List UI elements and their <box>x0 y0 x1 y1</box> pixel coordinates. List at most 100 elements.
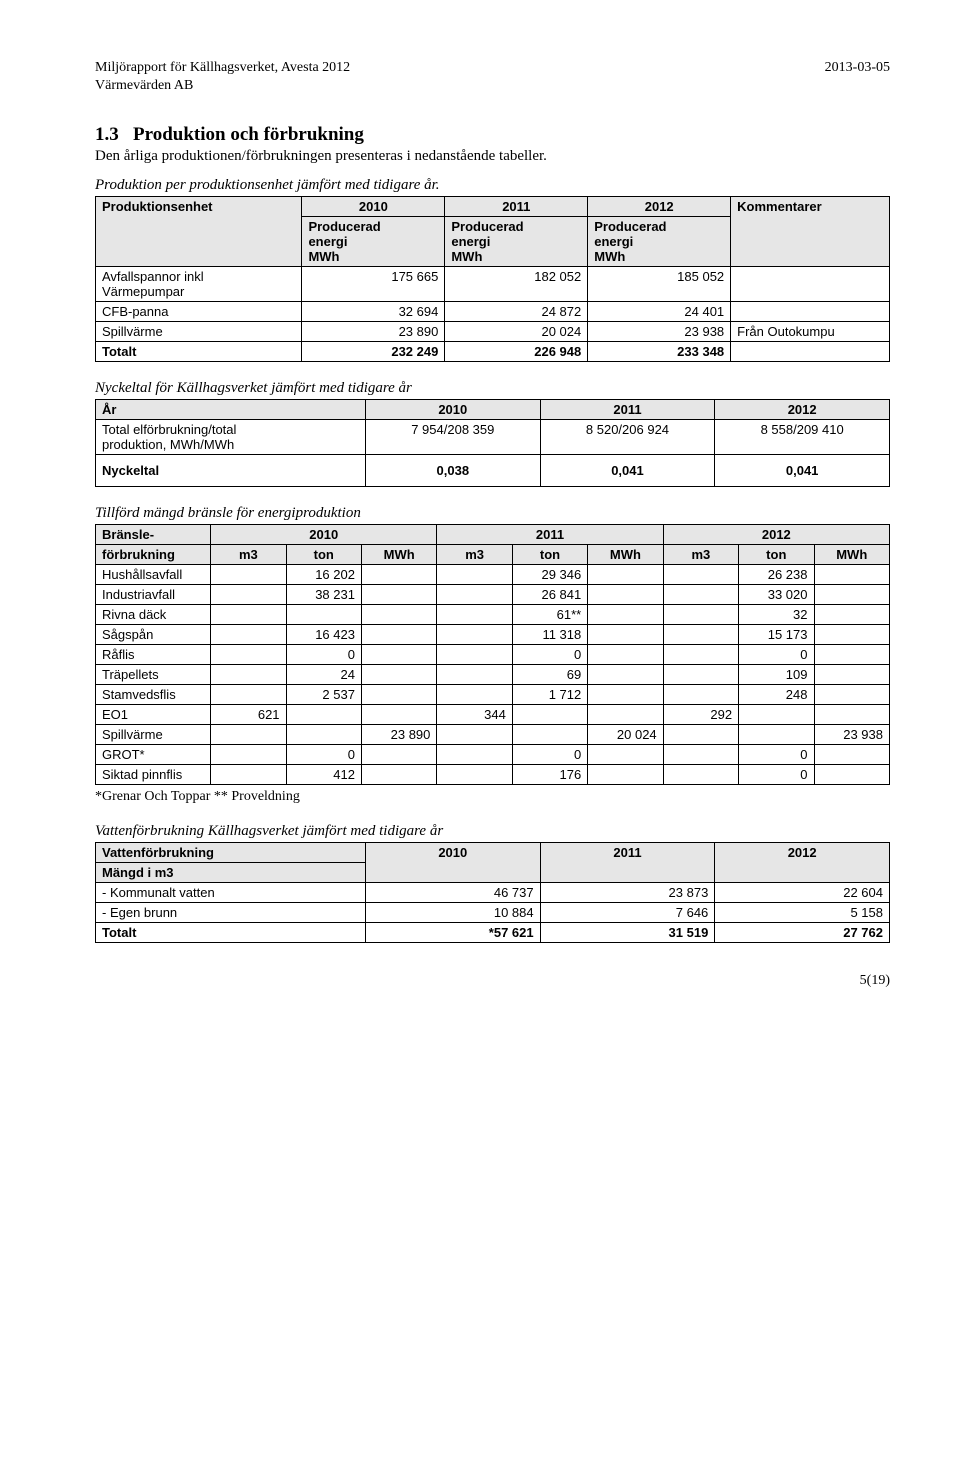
table-cell <box>361 645 436 665</box>
table-cell: MWh <box>588 545 663 565</box>
table-cell <box>211 605 286 625</box>
table-cell: Nyckeltal <box>96 455 366 487</box>
table-cell: Bränsle- <box>96 525 211 545</box>
table-cell: 2011 <box>540 400 715 420</box>
table-cell <box>437 745 512 765</box>
t3-caption: Tillförd mängd bränsle för energiprodukt… <box>95 505 890 522</box>
table-cell <box>588 565 663 585</box>
t2-caption: Nyckeltal för Källhagsverket jämfört med… <box>95 380 890 397</box>
table-cell <box>286 725 361 745</box>
table-cell: 24 401 <box>588 302 731 322</box>
table-cell: - Egen brunn <box>96 903 366 923</box>
table-cell: 0 <box>739 745 814 765</box>
table-cell: 8 520/206 924 <box>540 420 715 455</box>
table-cell <box>663 645 738 665</box>
production-table: Produktionsenhet201020112012KommentarerP… <box>95 196 890 362</box>
table-cell <box>437 565 512 585</box>
table-cell <box>663 565 738 585</box>
table-cell: 32 694 <box>302 302 445 322</box>
table-cell: GROT* <box>96 745 211 765</box>
table-cell: 26 238 <box>739 565 814 585</box>
table-cell <box>588 765 663 785</box>
table-cell <box>286 605 361 625</box>
section-heading: 1.3 Produktion och förbrukning <box>95 124 890 146</box>
table-cell: 2012 <box>715 843 890 883</box>
table-cell: 0 <box>739 645 814 665</box>
table-cell <box>663 685 738 705</box>
t1-caption: Produktion per produktionsenhet jämfört … <box>95 177 890 194</box>
table-cell: 0,041 <box>540 455 715 487</box>
table-cell: 23 890 <box>302 322 445 342</box>
table-cell: 292 <box>663 705 738 725</box>
table-cell: Kommentarer <box>731 197 890 267</box>
table-cell <box>663 765 738 785</box>
table-cell: 69 <box>512 665 587 685</box>
table-cell: 0 <box>739 765 814 785</box>
table-cell <box>588 585 663 605</box>
table-cell <box>588 685 663 705</box>
table-cell <box>361 745 436 765</box>
table-cell: CFB-panna <box>96 302 302 322</box>
table-cell: Totalt <box>96 342 302 362</box>
table-cell: 16 423 <box>286 625 361 645</box>
table-cell: Från Outokumpu <box>731 322 890 342</box>
table-cell: 2010 <box>365 400 540 420</box>
table-cell <box>211 725 286 745</box>
table-cell <box>814 665 890 685</box>
table-cell: 11 318 <box>512 625 587 645</box>
table-cell: 2011 <box>445 197 588 217</box>
table-cell <box>211 625 286 645</box>
table-cell: 2012 <box>715 400 890 420</box>
table-cell: 2010 <box>365 843 540 883</box>
table-cell: Spillvärme <box>96 725 211 745</box>
table-cell: ton <box>512 545 587 565</box>
table-cell <box>211 585 286 605</box>
table-cell <box>437 605 512 625</box>
table-cell <box>588 745 663 765</box>
table-cell: 2011 <box>540 843 715 883</box>
table-cell: 24 872 <box>445 302 588 322</box>
table-cell: 32 <box>739 605 814 625</box>
table-cell: Rivna däck <box>96 605 211 625</box>
section-title: Produktion och förbrukning <box>133 124 364 145</box>
table-cell: 0 <box>512 745 587 765</box>
table-cell: Industriavfall <box>96 585 211 605</box>
header-right: 2013-03-05 <box>825 60 890 76</box>
table-cell: 24 <box>286 665 361 685</box>
table-cell: 182 052 <box>445 267 588 302</box>
table-cell: ton <box>286 545 361 565</box>
table-cell: Träpellets <box>96 665 211 685</box>
table-cell: 0,041 <box>715 455 890 487</box>
table-cell <box>361 605 436 625</box>
table-cell: Produktionsenhet <box>96 197 302 267</box>
table-cell: EO1 <box>96 705 211 725</box>
table-cell <box>437 645 512 665</box>
table-cell: 2012 <box>588 197 731 217</box>
table-cell: 248 <box>739 685 814 705</box>
section-number: 1.3 <box>95 124 119 145</box>
table-cell: 31 519 <box>540 923 715 943</box>
table-cell: 8 558/209 410 <box>715 420 890 455</box>
table-cell: 233 348 <box>588 342 731 362</box>
table-cell: 20 024 <box>445 322 588 342</box>
table-cell: 5 158 <box>715 903 890 923</box>
table-cell: 61** <box>512 605 587 625</box>
table-cell: 15 173 <box>739 625 814 645</box>
table-cell <box>361 765 436 785</box>
table-cell: 1 712 <box>512 685 587 705</box>
table-cell: Stamvedsflis <box>96 685 211 705</box>
table-cell <box>211 645 286 665</box>
table-cell: 38 231 <box>286 585 361 605</box>
table-cell: Mängd i m3 <box>96 863 366 883</box>
vatten-table: Vattenförbrukning201020112012Mängd i m3-… <box>95 842 890 943</box>
table-cell: Råflis <box>96 645 211 665</box>
table-cell: Avfallspannor inkl Värmepumpar <box>96 267 302 302</box>
table-cell: 29 346 <box>512 565 587 585</box>
table-cell <box>361 625 436 645</box>
table-cell: förbrukning <box>96 545 211 565</box>
table-cell <box>814 745 890 765</box>
table-cell: Total elförbrukning/total produktion, MW… <box>96 420 366 455</box>
bransle-table: Bränsle-201020112012förbrukningm3tonMWhm… <box>95 524 890 785</box>
table-cell <box>361 705 436 725</box>
table-cell: 23 873 <box>540 883 715 903</box>
